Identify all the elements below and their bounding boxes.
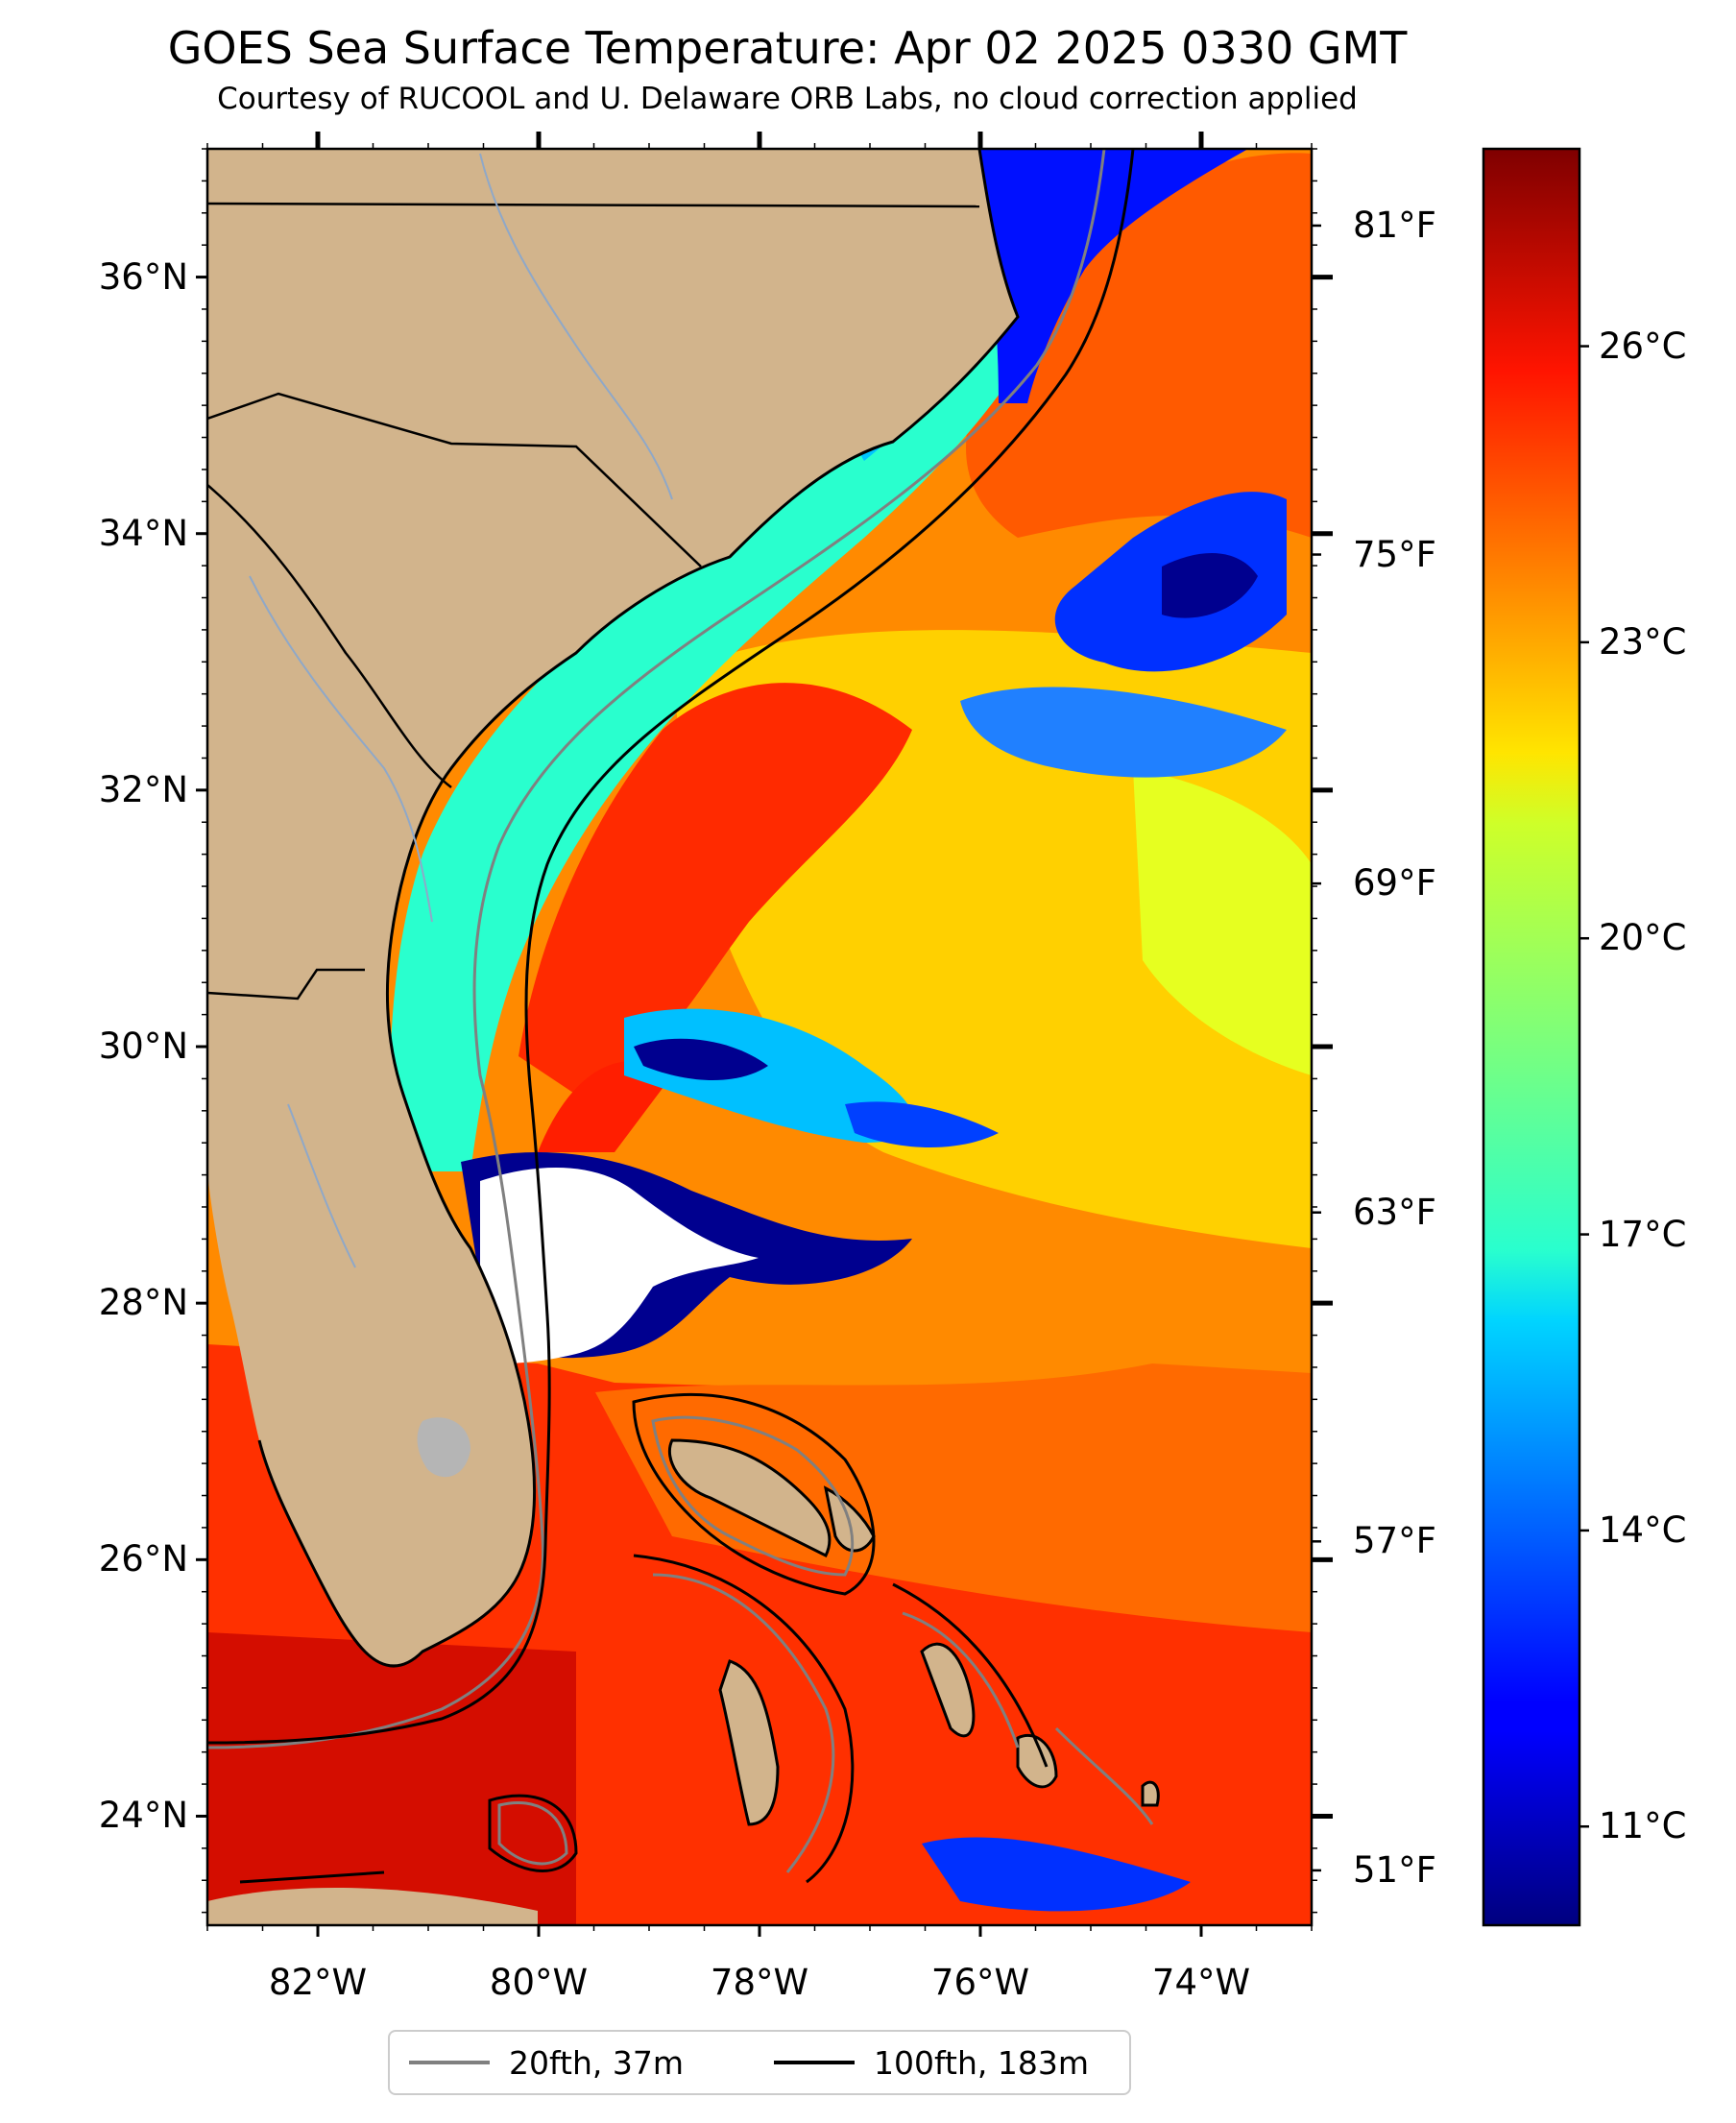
legend: 20fth, 37m 100fth, 183m [388,2030,1131,2095]
sst-offshore-northeast [966,153,1312,538]
colorbar-ticks [1579,345,1589,1828]
state-border-nc-sc [207,392,702,567]
legend-label-20fth: 20fth, 37m [509,2043,684,2082]
land-mainland [207,149,1018,1666]
lake-okeechobee [417,1417,470,1478]
sst-florida-straits [207,1632,576,1925]
map-ticks [196,132,1333,1937]
map-title: GOES Sea Surface Temperature: Apr 02 202… [167,22,1408,74]
sst-cold-north [979,149,1248,403]
state-border-sc-ga [207,484,452,788]
legend-line-20fth [409,2061,490,2064]
legend-item-20fth: 20fth, 37m [409,2032,684,2093]
land-andros [718,1659,780,1826]
isobath-20fth [207,149,1106,1749]
sst-gulf-stream [518,683,912,1095]
sst-yellow-green [1133,768,1312,1075]
legend-label-100fth: 100fth, 183m [874,2043,1089,2082]
no-data-cloud [480,1168,759,1363]
legend-item-100fth: 100fth, 183m [774,2032,1089,2093]
land-cuba [207,1888,538,1925]
land-eleuthera [920,1642,976,1738]
map-subtitle: Courtesy of RUCOOL and U. Delaware ORB L… [217,82,1358,116]
isobath-100fth [207,149,1135,1745]
coastline [257,149,1020,1668]
legend-line-100fth [774,2061,855,2064]
colorbar [1482,147,1581,1927]
land-grand-bahama [667,1438,832,1558]
map-layers [207,149,1312,1925]
rivers [479,153,673,500]
state-border-va-nc [207,202,980,208]
state-border-ga-fl [207,968,365,1001]
